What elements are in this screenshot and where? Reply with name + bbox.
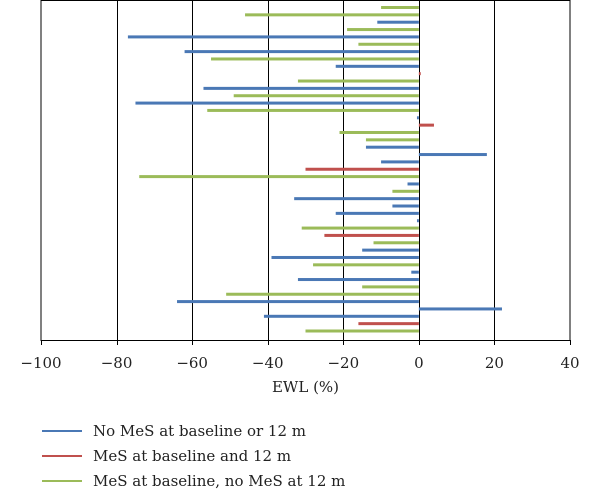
x-tick-label-2: −60 [176,354,208,372]
bar-26 [294,197,419,201]
bar-23 [139,175,419,179]
bar-13 [135,101,419,105]
bar-28 [335,211,419,215]
bar-3 [347,28,419,32]
bar-38 [362,285,419,289]
x-axis-tick-labels: −100 −80 −60 −40 −20 0 20 40 [20,354,579,372]
x-axis-label: EWL (%) [272,378,339,396]
bar-29 [416,219,419,223]
legend: No MeS at baseline or 12 m MeS at baseli… [42,418,562,493]
x-tick-label-3: −40 [252,354,284,372]
bar-8 [335,64,419,68]
bar-0 [381,6,419,9]
x-tick-label-6: 20 [485,354,504,372]
plot-area-frame [40,0,571,341]
bar-36 [411,270,419,274]
legend-label-no-mes: No MeS at baseline or 12 m [93,421,307,440]
bar-9 [418,72,421,76]
bar-44 [305,329,419,333]
bar-27 [392,204,419,208]
bar-6 [184,50,419,54]
x-tick-label-7: 40 [560,354,579,372]
bar-5 [358,42,419,46]
legend-swatch-mes-resolved [42,479,82,482]
bar-7 [211,57,419,61]
bar-21 [381,160,419,164]
legend-swatch-no-mes [42,429,82,432]
legend-label-mes-both: MeS at baseline and 12 m [93,446,292,465]
legend-swatch-mes-both [42,454,82,457]
bar-17 [339,130,419,134]
bar-33 [362,248,419,252]
bar-37 [297,278,419,282]
bar-40 [177,300,419,304]
bar-30 [301,226,419,230]
legend-item-no-mes: No MeS at baseline or 12 m [42,418,562,443]
bars [127,6,502,333]
bar-10 [297,79,419,83]
bar-34 [271,255,419,259]
gridlines [117,0,495,340]
x-tick-label-5: 0 [414,354,424,372]
bar-35 [313,263,419,267]
x-tick-label-1: −80 [101,354,133,372]
bar-16 [418,123,434,127]
legend-label-mes-resolved: MeS at baseline, no MeS at 12 m [93,471,346,490]
legend-item-mes-both: MeS at baseline and 12 m [42,443,562,468]
bar-4 [127,35,419,39]
bar-42 [263,314,419,318]
bar-31 [324,233,419,237]
bar-32 [373,241,419,245]
bar-1 [245,13,419,17]
bar-15 [416,116,419,120]
bar-18 [365,138,419,142]
ewl-bar-chart: −100 −80 −60 −40 −20 0 20 40 EWL (%) [20,0,580,396]
bar-14 [207,108,419,112]
legend-item-mes-resolved: MeS at baseline, no MeS at 12 m [42,468,562,493]
bar-20 [418,153,487,157]
bar-25 [392,189,419,193]
x-tick-label-4: −20 [327,354,359,372]
bar-22 [305,167,419,171]
bar-19 [365,145,419,149]
x-tick-label-0: −100 [20,354,61,372]
bar-11 [203,86,419,90]
x-axis-ticks [41,340,571,345]
bar-43 [358,322,419,326]
bar-41 [418,307,502,311]
bar-2 [377,20,419,24]
bar-24 [407,182,419,186]
bar-39 [226,292,419,296]
bar-12 [233,94,419,98]
